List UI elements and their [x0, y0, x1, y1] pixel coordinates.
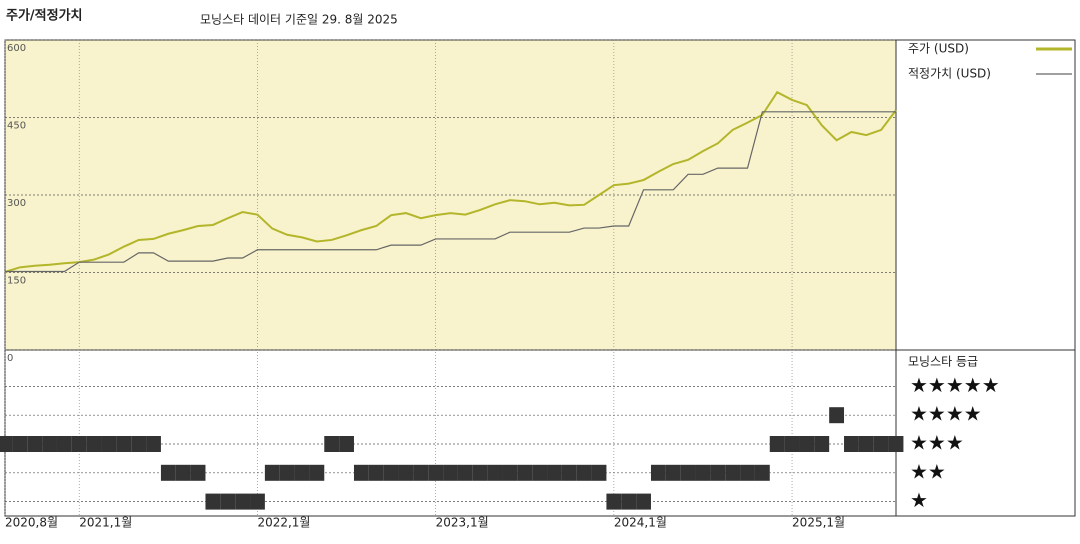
rating-mark [324, 436, 340, 452]
x-tick-label: 2021,1월 [79, 516, 132, 530]
x-tick-label: 2025,1월 [792, 516, 845, 530]
rating-mark [517, 464, 533, 481]
rating-mark [814, 436, 830, 452]
rating-mark [12, 436, 28, 452]
rating-mark [784, 436, 800, 452]
rating-mark [561, 464, 577, 481]
rating-mark [146, 436, 161, 452]
rating-mark [502, 464, 518, 481]
rating-mark [754, 464, 770, 481]
rating-mark [799, 436, 815, 452]
rating-mark [160, 464, 176, 481]
rating-mark [829, 407, 845, 424]
rating-mark [27, 436, 43, 452]
rating-mark [235, 493, 251, 510]
y-tick-label: 450 [7, 121, 26, 132]
rating-mark [190, 464, 206, 481]
rating-mark [621, 493, 637, 510]
rating-mark [353, 464, 369, 481]
rating-mark [576, 464, 592, 481]
rating-mark [294, 464, 310, 481]
rating-mark [264, 464, 280, 481]
rating-mark [428, 464, 444, 481]
rating-mark [547, 464, 562, 481]
rating-mark [680, 464, 696, 481]
rating-mark [606, 493, 622, 510]
rating-mark [279, 464, 295, 481]
rating-mark [636, 493, 651, 510]
rating-mark [86, 436, 102, 452]
rating-mark [591, 464, 607, 481]
rating-mark [205, 493, 221, 510]
x-tick-label: 2024,1월 [614, 516, 667, 530]
rating-mark [220, 493, 236, 510]
rating-mark [769, 436, 785, 452]
rating-mark [710, 464, 726, 481]
rating-mark [131, 436, 147, 452]
rating-mark [175, 464, 191, 481]
rating-level: ★★★★★ [910, 373, 1000, 397]
rating-mark [368, 464, 384, 481]
rating-mark [250, 493, 265, 510]
chart-subtitle: 모닝스타 데이터 기준일 29. 8월 2025 [200, 13, 398, 27]
rating-mark [101, 436, 117, 452]
rating-mark [413, 464, 429, 481]
series-line [5, 111, 896, 273]
rating-mark [398, 464, 414, 481]
legend-label: 적정가치 (USD) [908, 67, 991, 81]
x-tick-label: 2023,1월 [436, 516, 489, 530]
rating-mark [71, 436, 87, 452]
rating-mark [0, 436, 13, 452]
x-tick-label: 2022,1월 [257, 516, 310, 530]
rating-mark [740, 464, 755, 481]
rating-mark [309, 464, 325, 481]
rating-mark [383, 464, 399, 481]
rating-level: ★★★ [910, 431, 964, 455]
rating-mark [695, 464, 711, 481]
y-tick-label: 150 [7, 276, 26, 287]
rating-mark [472, 464, 488, 481]
rating-mark [116, 436, 132, 452]
rating-mark [873, 436, 889, 452]
rating-mark [339, 436, 354, 452]
rating-mark [443, 464, 458, 481]
y-tick-label: 300 [7, 198, 26, 209]
rating-mark [487, 464, 503, 481]
series-line [4, 90, 897, 273]
x-tick-label: 2020,8월 [5, 516, 58, 530]
rating-title: 모닝스타 등급 [908, 355, 978, 369]
rating-mark [844, 436, 859, 452]
rating-level: ★★ [910, 459, 946, 483]
rating-mark [888, 436, 904, 452]
rating-mark [532, 464, 548, 481]
legend-label: 주가 (USD) [908, 42, 969, 56]
rating-mark [457, 464, 473, 481]
rating-mark [42, 436, 57, 452]
rating-mark [56, 436, 72, 452]
rating-level: ★★★★ [910, 402, 982, 426]
rating-mark [725, 464, 741, 481]
y-tick-label: 600 [7, 43, 26, 54]
y-tick-label: 0 [7, 353, 13, 364]
rating-level: ★ [910, 488, 928, 512]
chart-title: 주가/적정가치 [6, 8, 83, 24]
rating-mark [650, 464, 666, 481]
rating-mark [858, 436, 874, 452]
rating-mark [665, 464, 681, 481]
